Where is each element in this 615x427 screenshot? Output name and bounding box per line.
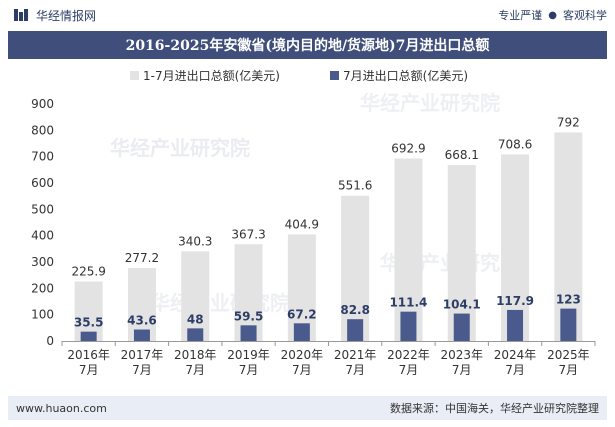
bar-july xyxy=(187,328,204,341)
bar-total-label: 404.9 xyxy=(285,217,319,231)
bar-july xyxy=(347,319,364,341)
brand-logo-icon xyxy=(12,6,30,24)
bar-total xyxy=(181,251,210,341)
bar-july-label: 82.8 xyxy=(340,303,370,317)
bar-total-label: 367.3 xyxy=(231,227,265,241)
tagline-separator: ● xyxy=(548,9,557,21)
bar-july-label: 59.5 xyxy=(234,309,264,323)
watermark-text: 华经产业研究院 xyxy=(150,291,290,315)
bar-july-label: 48 xyxy=(187,312,204,326)
x-category-label: 2017年 7月 xyxy=(121,348,164,377)
tagline: 专业严谨 ● 客观科学 xyxy=(498,7,607,23)
y-tick-label: 0 xyxy=(46,334,54,348)
watermark-text: 华经产业研究院 xyxy=(110,136,250,160)
y-tick-label: 400 xyxy=(31,229,54,243)
bar-total xyxy=(127,268,156,341)
legend-swatch-july xyxy=(330,71,339,80)
y-tick-label: 600 xyxy=(31,176,54,190)
bar-july xyxy=(133,329,150,341)
watermark-text: 华经产业研究院 xyxy=(360,91,500,115)
bar-july xyxy=(80,331,97,341)
bar-total xyxy=(287,234,316,341)
bar-july xyxy=(240,325,257,341)
bar-july xyxy=(560,308,577,341)
footer-source: 数据来源：中国海关，华经产业研究院整理 xyxy=(390,402,599,415)
y-tick-label: 800 xyxy=(31,123,54,137)
bar-total-label: 668.1 xyxy=(445,148,479,162)
chart-title: 2016-2025年安徽省(境内目的地/货源地)7月进出口总额 xyxy=(125,38,490,54)
bar-july-label: 111.4 xyxy=(389,296,427,310)
x-category-label: 2016年 7月 xyxy=(67,348,110,377)
bar-total-label: 340.3 xyxy=(178,234,212,248)
bar-july-label: 123 xyxy=(556,293,581,307)
bar-chart: 华经产业研究院华经产业研究院华经产业研究院华经产业研究院1-7月进出口总额(亿美… xyxy=(31,68,596,377)
bar-july-label: 117.9 xyxy=(496,294,534,308)
tagline-right: 客观科学 xyxy=(563,9,607,22)
legend-label-total: 1-7月进出口总额(亿美元) xyxy=(143,68,280,83)
bar-july-label: 67.2 xyxy=(287,307,317,321)
y-tick-label: 900 xyxy=(31,97,54,111)
footer-url[interactable]: www.huaon.com xyxy=(16,401,107,415)
x-category-label: 2021年 7月 xyxy=(334,348,377,377)
legend-swatch-total xyxy=(130,71,139,80)
brand: 华经情报网 xyxy=(12,6,96,24)
bar-july xyxy=(400,311,417,341)
y-tick-label: 100 xyxy=(31,308,54,322)
bar-total xyxy=(501,154,530,341)
bar-july xyxy=(453,313,470,341)
x-category-label: 2019年 7月 xyxy=(227,348,270,377)
brand-name: 华经情报网 xyxy=(36,8,97,23)
bar-total xyxy=(341,195,370,341)
bar-total-label: 792 xyxy=(557,115,580,129)
chart-area: 华经产业研究院华经产业研究院华经产业研究院华经产业研究院1-7月进出口总额(亿美… xyxy=(0,60,615,390)
bar-july-label: 104.1 xyxy=(443,298,481,312)
chart-title-bar: 2016-2025年安徽省(境内目的地/货源地)7月进出口总额 xyxy=(8,31,607,59)
bar-total xyxy=(74,281,103,341)
y-tick-label: 500 xyxy=(31,202,54,216)
bar-total xyxy=(447,165,476,341)
x-category-label: 2022年 7月 xyxy=(387,348,430,377)
y-tick-label: 200 xyxy=(31,281,54,295)
bar-july-label: 43.6 xyxy=(127,314,157,328)
x-category-label: 2025年 7月 xyxy=(547,348,590,377)
bar-total xyxy=(554,132,583,341)
bar-total-label: 692.9 xyxy=(391,142,425,156)
bar-total xyxy=(394,158,423,341)
bar-july xyxy=(507,309,524,341)
x-category-label: 2020年 7月 xyxy=(281,348,324,377)
y-tick-label: 300 xyxy=(31,255,54,269)
x-category-label: 2023年 7月 xyxy=(440,348,483,377)
tagline-left: 专业严谨 xyxy=(498,9,543,22)
bar-total-label: 708.6 xyxy=(498,137,532,151)
top-bar: 华经情报网 专业严谨 ● 客观科学 xyxy=(0,0,615,30)
bar-total-label: 225.9 xyxy=(71,265,105,279)
y-tick-label: 700 xyxy=(31,150,54,164)
footer: www.huaon.com 数据来源：中国海关，华经产业研究院整理 xyxy=(8,396,607,420)
bar-total xyxy=(234,244,263,341)
x-category-label: 2018年 7月 xyxy=(174,348,217,377)
bar-total-label: 551.6 xyxy=(338,179,372,193)
x-category-label: 2024年 7月 xyxy=(494,348,537,377)
legend-label-july: 7月进出口总额(亿美元) xyxy=(343,68,468,83)
bar-total-label: 277.2 xyxy=(125,251,159,265)
bar-july xyxy=(293,323,310,341)
bar-july-label: 35.5 xyxy=(74,316,104,330)
